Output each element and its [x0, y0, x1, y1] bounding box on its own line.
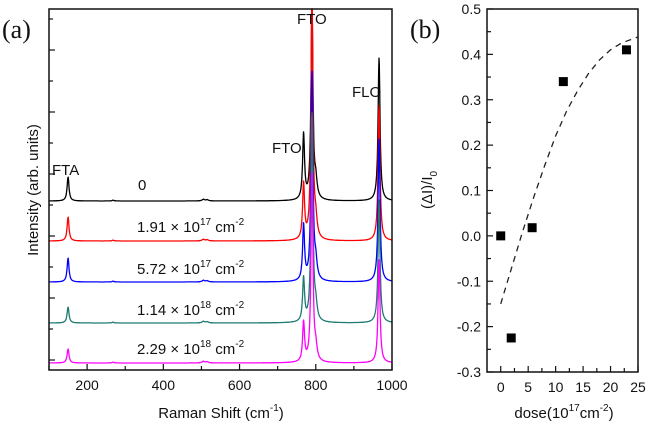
- y-tick-label: 0.3: [462, 92, 482, 108]
- panel-b-frame: [486, 8, 639, 373]
- x-tick-label: 0: [497, 379, 505, 395]
- peak-label: FTO: [272, 140, 302, 157]
- x-tick-label: 600: [228, 377, 252, 393]
- x-tick-label: 15: [575, 379, 591, 395]
- y-tick-label: 0.5: [462, 1, 482, 17]
- y-axis-title-b: (ΔI)/I0: [419, 171, 440, 210]
- panel-a-frame: [48, 8, 393, 371]
- spectrum-line: [49, 112, 393, 324]
- x-tick-label: 25: [630, 379, 646, 395]
- spectrum-line: [49, 8, 392, 202]
- x-axis-title-a: Raman Shift (cm-1): [158, 403, 284, 422]
- data-point: [527, 223, 537, 233]
- dose-label: 1.14 × 1018 cm-2: [137, 300, 245, 319]
- y-axis-title-a: Intensity (arb. units): [25, 124, 42, 256]
- x-tick-label: 10: [548, 379, 564, 395]
- y-tick-label: -0.3: [457, 364, 481, 380]
- spectrum-line: [49, 8, 393, 242]
- panel-b: (b) -0.3 -0.2 -0.1 0.0 0.1 0.2 0.3 0.4 0.5 0 5 10 1…: [410, 1, 646, 422]
- spectra-group: [49, 8, 393, 364]
- y-tick-label: -0.1: [457, 273, 481, 289]
- dose-label: 5.72 × 1017 cm-2: [137, 259, 245, 278]
- y-tick-label: 0.4: [462, 46, 482, 62]
- data-point: [506, 333, 516, 343]
- y-ticks: [49, 18, 55, 361]
- x-tick-label: 400: [152, 377, 176, 393]
- dose-label: 0: [138, 177, 146, 194]
- x-tick-label: 1000: [376, 377, 407, 393]
- fit-curve: [500, 36, 638, 305]
- data-point: [621, 45, 631, 55]
- data-point: [558, 77, 568, 87]
- x-tick-label: 20: [603, 379, 619, 395]
- panel-a-label: (a): [2, 15, 31, 44]
- spectrum-line: [49, 172, 392, 364]
- peak-label: FLO: [352, 84, 381, 101]
- x-axis-title-b: dose(1017cm-2): [514, 403, 613, 422]
- data-point: [496, 231, 506, 241]
- peak-label: FTA: [52, 162, 79, 179]
- x-ticks: 0 5 10 15 20 25: [497, 366, 646, 395]
- spectrum-line: [49, 70, 392, 283]
- panel-b-label: (b): [410, 15, 440, 44]
- x-ticks: 200 400 600 800 1000: [48, 364, 408, 393]
- panel-a: (a) 200 400 600 800 1000 FTA FTO FTO FLO 0 1.91 …: [2, 8, 408, 422]
- dose-labels: 0 1.91 × 1017 cm-2 5.72 × 1017 cm-2 1.14 × …: [137, 177, 245, 358]
- y-tick-label: 0.0: [462, 228, 482, 244]
- x-tick-label: 5: [524, 379, 532, 395]
- peak-label: FTO: [297, 11, 327, 28]
- peak-labels: FTA FTO FTO FLO: [52, 11, 381, 179]
- x-tick-label: 200: [75, 377, 99, 393]
- y-tick-label: 0.1: [462, 183, 482, 199]
- dose-label: 2.29 × 1018 cm-2: [137, 339, 245, 358]
- x-tick-label: 800: [304, 377, 328, 393]
- dose-label: 1.91 × 1017 cm-2: [137, 217, 245, 236]
- y-tick-label: -0.2: [457, 319, 481, 335]
- y-ticks: -0.3 -0.2 -0.1 0.0 0.1 0.2 0.3 0.4 0.5: [457, 1, 493, 380]
- y-tick-label: 0.2: [462, 137, 482, 153]
- data-points: [496, 45, 631, 343]
